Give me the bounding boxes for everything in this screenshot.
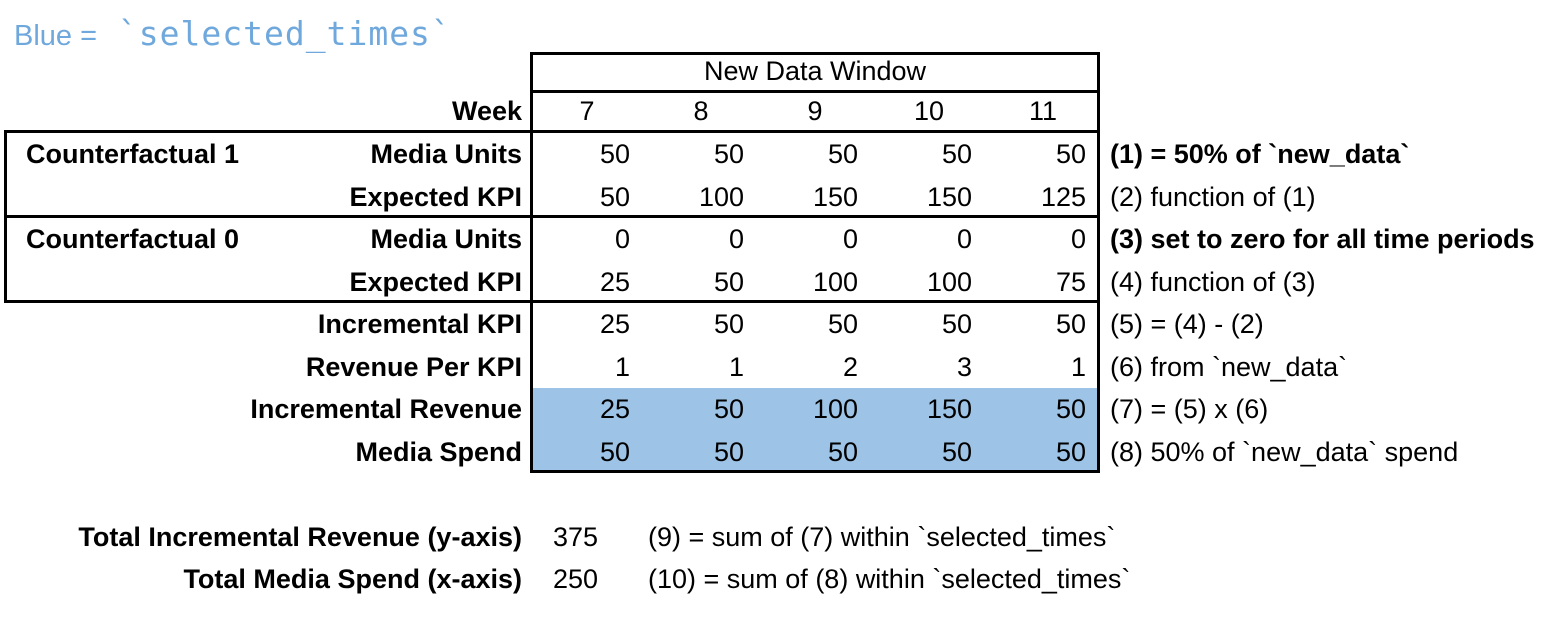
data-cell: 50 [713,309,744,339]
data-cell: 100 [812,394,858,424]
week-cell: 8 [693,96,709,126]
data-cell: 0 [728,224,744,254]
data-cell: 50 [713,437,744,467]
table-border-line [530,90,1100,93]
row-label-media-units-cf0: Media Units [370,224,522,254]
annotation-1: (1) = 50% of `new_data` [1110,139,1410,169]
week-cell: 11 [1028,96,1058,126]
data-cell: 50 [827,437,858,467]
data-cell: 1 [728,352,744,382]
table-border-line [530,215,1100,218]
table-border-line [530,130,1100,133]
data-cell: 75 [1055,267,1086,297]
data-cell: 25 [599,394,630,424]
total-media-spend-label: Total Media Spend (x-axis) [183,564,522,594]
table-border-line [530,52,1100,55]
counterfactual-0-label: Counterfactual 0 [26,224,240,254]
data-cell: 1 [614,352,630,382]
total-incremental-revenue-value: 375 [552,522,598,552]
data-cell: 100 [926,267,972,297]
data-cell: 50 [599,437,630,467]
data-cell: 50 [941,309,972,339]
week-label: Week [451,96,522,126]
data-cell: 50 [827,309,858,339]
data-cell: 0 [1070,224,1086,254]
row-label-media-spend: Media Spend [355,437,522,467]
annotation-8: (8) 50% of `new_data` spend [1110,437,1459,467]
counterfactual-0-box [4,215,533,303]
blue-legend: Blue = `selected_times` [14,14,452,54]
data-cell: 2 [842,352,858,382]
row-label-expected-kpi-cf1: Expected KPI [349,182,522,212]
total-incremental-revenue-label: Total Incremental Revenue (y-axis) [78,522,522,552]
data-cell: 50 [713,139,744,169]
data-cell: 50 [1055,394,1086,424]
data-cell: 50 [599,182,630,212]
data-cell: 1 [1070,352,1086,382]
total-media-spend-value: 250 [552,564,598,594]
data-cell: 50 [1055,437,1086,467]
blue-legend-code: `selected_times` [97,14,452,53]
data-cell: 50 [941,437,972,467]
blue-legend-prefix: Blue = [14,20,98,52]
annotation-9: (9) = sum of (7) within `selected_times` [648,522,1116,552]
data-cell: 50 [713,267,744,297]
data-cell: 50 [599,139,630,169]
selected-times-highlight [533,388,1097,470]
week-cell: 7 [579,96,595,126]
data-cell: 100 [812,267,858,297]
row-label-expected-kpi-cf0: Expected KPI [349,267,522,297]
table-border-line [530,470,1100,473]
data-cell: 50 [713,394,744,424]
data-cell: 150 [926,182,972,212]
week-cell: 9 [807,96,823,126]
annotation-10: (10) = sum of (8) within `selected_times… [648,564,1131,594]
table-border-line [530,300,1100,303]
data-cell: 25 [599,267,630,297]
data-cell: 125 [1040,182,1086,212]
data-cell: 100 [698,182,744,212]
data-cell: 150 [926,394,972,424]
data-cell: 50 [1055,139,1086,169]
annotation-5: (5) = (4) - (2) [1110,309,1264,339]
annotation-7: (7) = (5) x (6) [1110,394,1269,424]
data-cell: 0 [614,224,630,254]
data-cell: 150 [812,182,858,212]
data-cell: 0 [842,224,858,254]
row-label-revenue-per-kpi: Revenue Per KPI [305,352,522,382]
data-cell: 25 [599,309,630,339]
data-cell: 3 [956,352,972,382]
week-cell: 10 [913,96,945,126]
row-label-incremental-revenue: Incremental Revenue [250,394,522,424]
annotation-3: (3) set to zero for all time periods [1110,224,1535,254]
annotation-2: (2) function of (1) [1110,182,1316,212]
table-border-line [1097,52,1100,473]
window-header: New Data Window [703,56,927,86]
annotation-4: (4) function of (3) [1110,267,1316,297]
row-label-media-units-cf1: Media Units [370,139,522,169]
data-cell: 0 [956,224,972,254]
data-cell: 50 [1055,309,1086,339]
counterfactual-1-label: Counterfactual 1 [26,139,240,169]
row-label-incremental-kpi: Incremental KPI [317,309,522,339]
data-cell: 50 [941,139,972,169]
annotation-6: (6) from `new_data` [1110,352,1348,382]
data-cell: 50 [827,139,858,169]
